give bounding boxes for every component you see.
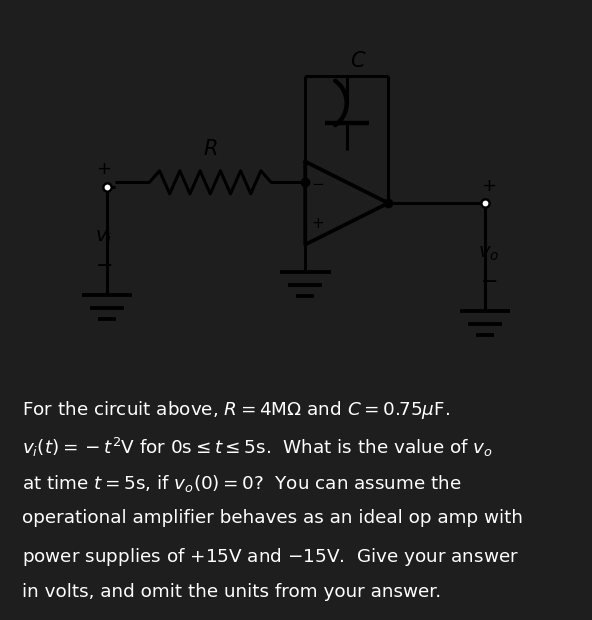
Text: $+$: $+$ <box>311 216 324 231</box>
Text: $-$: $-$ <box>95 254 112 274</box>
Text: $R$: $R$ <box>203 140 217 159</box>
Text: operational amplifier behaves as an ideal op amp with: operational amplifier behaves as an idea… <box>22 510 523 528</box>
Text: $-$: $-$ <box>480 270 497 290</box>
Text: For the circuit above, $R = 4\mathrm{M}\Omega$ and $C = 0.75\mu\mathrm{F}$.: For the circuit above, $R = 4\mathrm{M}\… <box>22 399 451 421</box>
Text: $+$: $+$ <box>96 161 111 179</box>
Text: $C$: $C$ <box>350 51 366 71</box>
Text: $v_i$: $v_i$ <box>95 229 112 247</box>
Text: in volts, and omit the units from your answer.: in volts, and omit the units from your a… <box>22 583 442 601</box>
Text: power supplies of $+15\mathrm{V}$ and $-15\mathrm{V}$.  Give your answer: power supplies of $+15\mathrm{V}$ and $-… <box>22 546 519 568</box>
Text: $v_i(t) = -t^2\mathrm{V}$ for $0\mathrm{s} \leq t \leq 5\mathrm{s}$.  What is th: $v_i(t) = -t^2\mathrm{V}$ for $0\mathrm{… <box>22 436 494 459</box>
Text: $-$: $-$ <box>311 175 324 190</box>
Text: $+$: $+$ <box>481 177 496 195</box>
Text: at time $t = 5\mathrm{s}$, if $v_o(0) = 0$?  You can assume the: at time $t = 5\mathrm{s}$, if $v_o(0) = … <box>22 472 462 494</box>
Text: $v_o$: $v_o$ <box>478 245 500 263</box>
